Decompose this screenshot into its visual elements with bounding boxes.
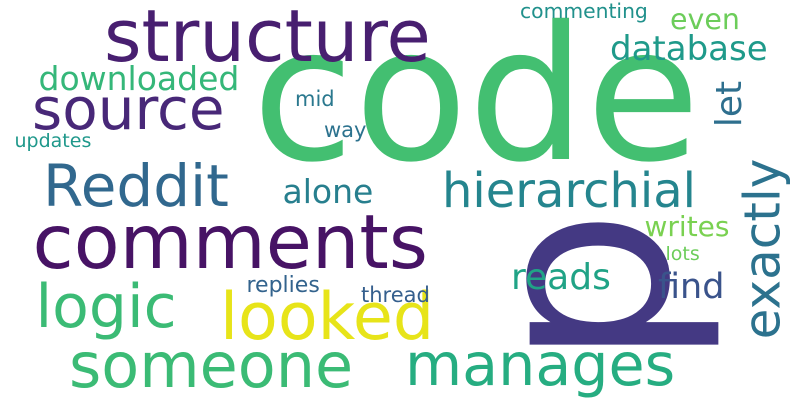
word-updates: updates — [14, 130, 92, 152]
word-code: code — [252, 0, 701, 203]
word-replies: replies — [246, 273, 320, 298]
word-find: find — [658, 267, 725, 307]
word-reads: reads — [511, 257, 611, 298]
word-exactly: exactly — [732, 158, 791, 340]
word-structure: structure — [104, 0, 431, 78]
word-even: even — [670, 3, 740, 36]
word-reddit: Reddit — [43, 152, 229, 220]
word-way: way — [324, 118, 367, 142]
word-lots: lots — [665, 243, 700, 265]
word-someone: someone — [69, 329, 354, 400]
word-comments: comments — [32, 198, 428, 286]
word-thread: thread — [361, 283, 430, 307]
word-logic: logic — [35, 272, 177, 342]
word-downloaded: downloaded — [38, 59, 240, 98]
word-writes: writes — [644, 210, 730, 243]
word-let: let — [709, 80, 751, 128]
word-database: database — [610, 29, 768, 69]
word-commenting: commenting — [520, 0, 648, 23]
word-manages: manages — [405, 330, 676, 399]
word-source: source — [32, 75, 225, 143]
word-hierarchial: hierarchial — [442, 163, 697, 219]
word-looked: looked — [220, 280, 435, 355]
word-alone: alone — [282, 172, 374, 211]
word-mid: mid — [295, 87, 335, 111]
